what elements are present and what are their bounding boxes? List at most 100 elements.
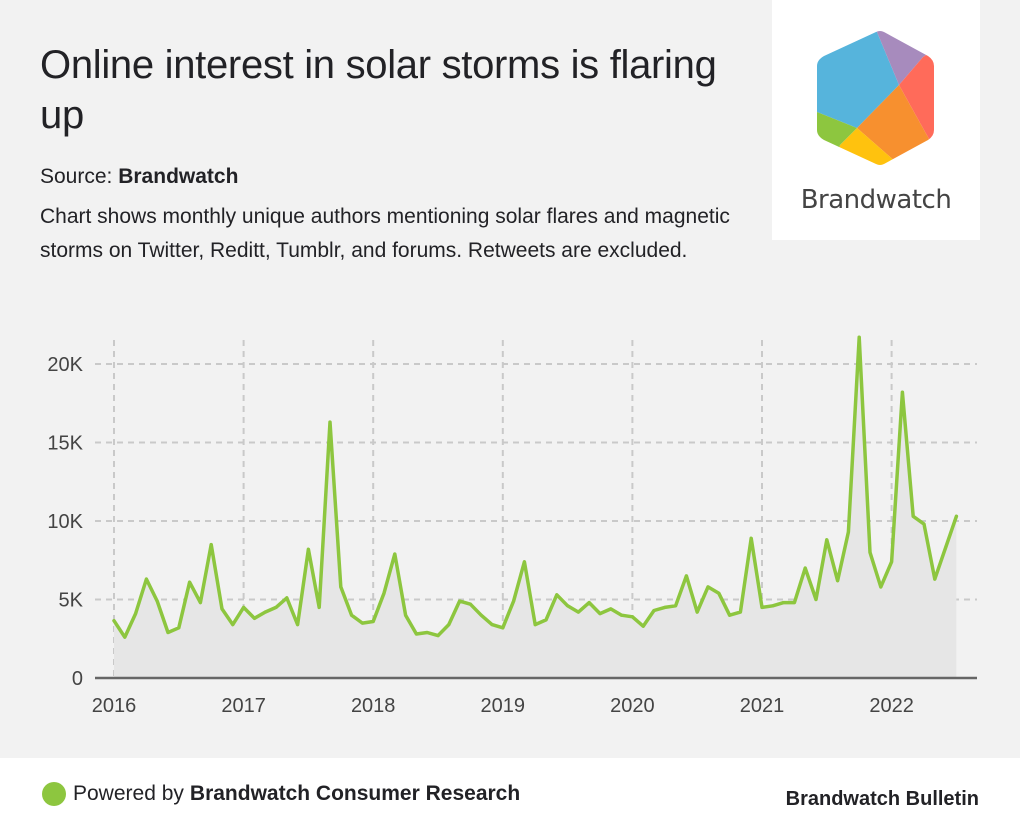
line-chart: 0 5K 10K 15K 20K 2016 2017 2018 2019 2020 2021 202… bbox=[47, 335, 977, 717]
brandwatch-logo: Brandwatch bbox=[772, 0, 980, 240]
data-point bbox=[458, 599, 462, 603]
data-point bbox=[825, 538, 829, 542]
data-point bbox=[112, 619, 116, 623]
logo-segment-red bbox=[899, 45, 934, 150]
data-point bbox=[166, 630, 170, 634]
horizontal-gridlines bbox=[95, 363, 977, 601]
data-point bbox=[857, 335, 861, 339]
x-tick-label: 2022 bbox=[869, 695, 914, 717]
data-point bbox=[555, 593, 559, 597]
data-point bbox=[404, 613, 408, 617]
source-label: Source: bbox=[40, 165, 113, 188]
y-tick-label: 0 bbox=[72, 668, 83, 690]
data-point bbox=[479, 613, 483, 617]
hexagon-logo-icon bbox=[817, 31, 934, 165]
data-point bbox=[339, 585, 343, 589]
data-point bbox=[371, 619, 375, 623]
data-point bbox=[360, 621, 364, 625]
x-tick-label: 2019 bbox=[481, 695, 526, 717]
data-point bbox=[436, 634, 440, 638]
data-point bbox=[134, 612, 138, 616]
data-point bbox=[533, 623, 537, 627]
page-title: Online interest in solar storms is flari… bbox=[40, 43, 717, 137]
area-fill bbox=[114, 337, 957, 678]
data-point bbox=[663, 605, 667, 609]
y-tick-labels: 0 5K 10K 15K 20K bbox=[47, 354, 83, 690]
data-point bbox=[900, 390, 904, 394]
x-tick-label: 2017 bbox=[221, 695, 266, 717]
x-tick-label: 2018 bbox=[351, 695, 396, 717]
data-point bbox=[209, 543, 213, 547]
y-tick-label: 5K bbox=[59, 590, 84, 612]
data-point bbox=[620, 613, 624, 617]
data-point bbox=[522, 560, 526, 564]
data-point bbox=[954, 514, 958, 518]
data-point bbox=[296, 623, 300, 627]
source-name: Brandwatch bbox=[118, 165, 239, 188]
data-point bbox=[944, 546, 948, 550]
data-point bbox=[933, 577, 937, 581]
data-point bbox=[231, 623, 235, 627]
data-point bbox=[922, 522, 926, 526]
data-point bbox=[890, 560, 894, 564]
x-tick-label: 2021 bbox=[740, 695, 785, 717]
data-point bbox=[609, 607, 613, 611]
data-point bbox=[350, 613, 354, 617]
x-tick-label: 2020 bbox=[610, 695, 655, 717]
data-point bbox=[814, 598, 818, 601]
data-point bbox=[738, 610, 742, 614]
data-point bbox=[803, 566, 807, 570]
data-point bbox=[652, 608, 656, 612]
source-line: Source: Brandwatch bbox=[40, 163, 238, 191]
data-point bbox=[879, 585, 883, 589]
powered-name: Brandwatch Consumer Research bbox=[189, 782, 521, 805]
data-point bbox=[263, 610, 267, 614]
logo-text: Brandwatch bbox=[800, 185, 952, 215]
data-point bbox=[587, 601, 591, 605]
data-point bbox=[749, 536, 753, 540]
data-point bbox=[144, 577, 148, 581]
data-point bbox=[414, 632, 418, 636]
data-point bbox=[468, 602, 472, 606]
data-point bbox=[490, 623, 494, 627]
data-point bbox=[220, 607, 224, 611]
data-point bbox=[576, 610, 580, 614]
data-point bbox=[566, 604, 570, 608]
data-point bbox=[544, 618, 548, 622]
data-points bbox=[112, 335, 958, 639]
bulletin-label: Brandwatch Bulletin bbox=[785, 788, 979, 810]
data-point bbox=[188, 580, 192, 584]
y-tick-label: 15K bbox=[47, 433, 83, 455]
data-point bbox=[393, 552, 397, 556]
chart-description: Chart shows monthly unique authors menti… bbox=[40, 205, 730, 262]
data-point bbox=[306, 547, 310, 551]
data-point bbox=[285, 596, 289, 600]
data-point bbox=[317, 605, 321, 609]
footer: Powered by Brandwatch Consumer Research … bbox=[0, 758, 1020, 840]
data-point bbox=[274, 605, 278, 609]
data-point bbox=[328, 420, 332, 424]
data-point bbox=[782, 601, 786, 605]
x-tick-labels: 2016 2017 2018 2019 2020 2021 2022 bbox=[92, 695, 914, 717]
data-point bbox=[630, 615, 634, 619]
data-point bbox=[198, 601, 202, 605]
y-tick-label: 20K bbox=[47, 354, 83, 376]
data-point bbox=[123, 635, 127, 639]
data-point bbox=[177, 626, 181, 630]
x-tick-label: 2016 bbox=[92, 695, 137, 717]
vertical-gridlines bbox=[113, 340, 893, 678]
powered-by: Powered by Brandwatch Consumer Research bbox=[42, 782, 520, 806]
data-point bbox=[695, 610, 699, 614]
data-point bbox=[382, 591, 386, 595]
data-point bbox=[717, 591, 721, 595]
data-point bbox=[641, 624, 645, 628]
data-point bbox=[771, 604, 775, 608]
data-point bbox=[674, 604, 678, 608]
data-point bbox=[242, 605, 246, 609]
data-point bbox=[425, 630, 429, 634]
data-point bbox=[252, 616, 256, 620]
data-point bbox=[512, 599, 516, 603]
data-point bbox=[728, 613, 732, 617]
green-dot-icon bbox=[42, 782, 66, 806]
data-point bbox=[836, 579, 840, 583]
